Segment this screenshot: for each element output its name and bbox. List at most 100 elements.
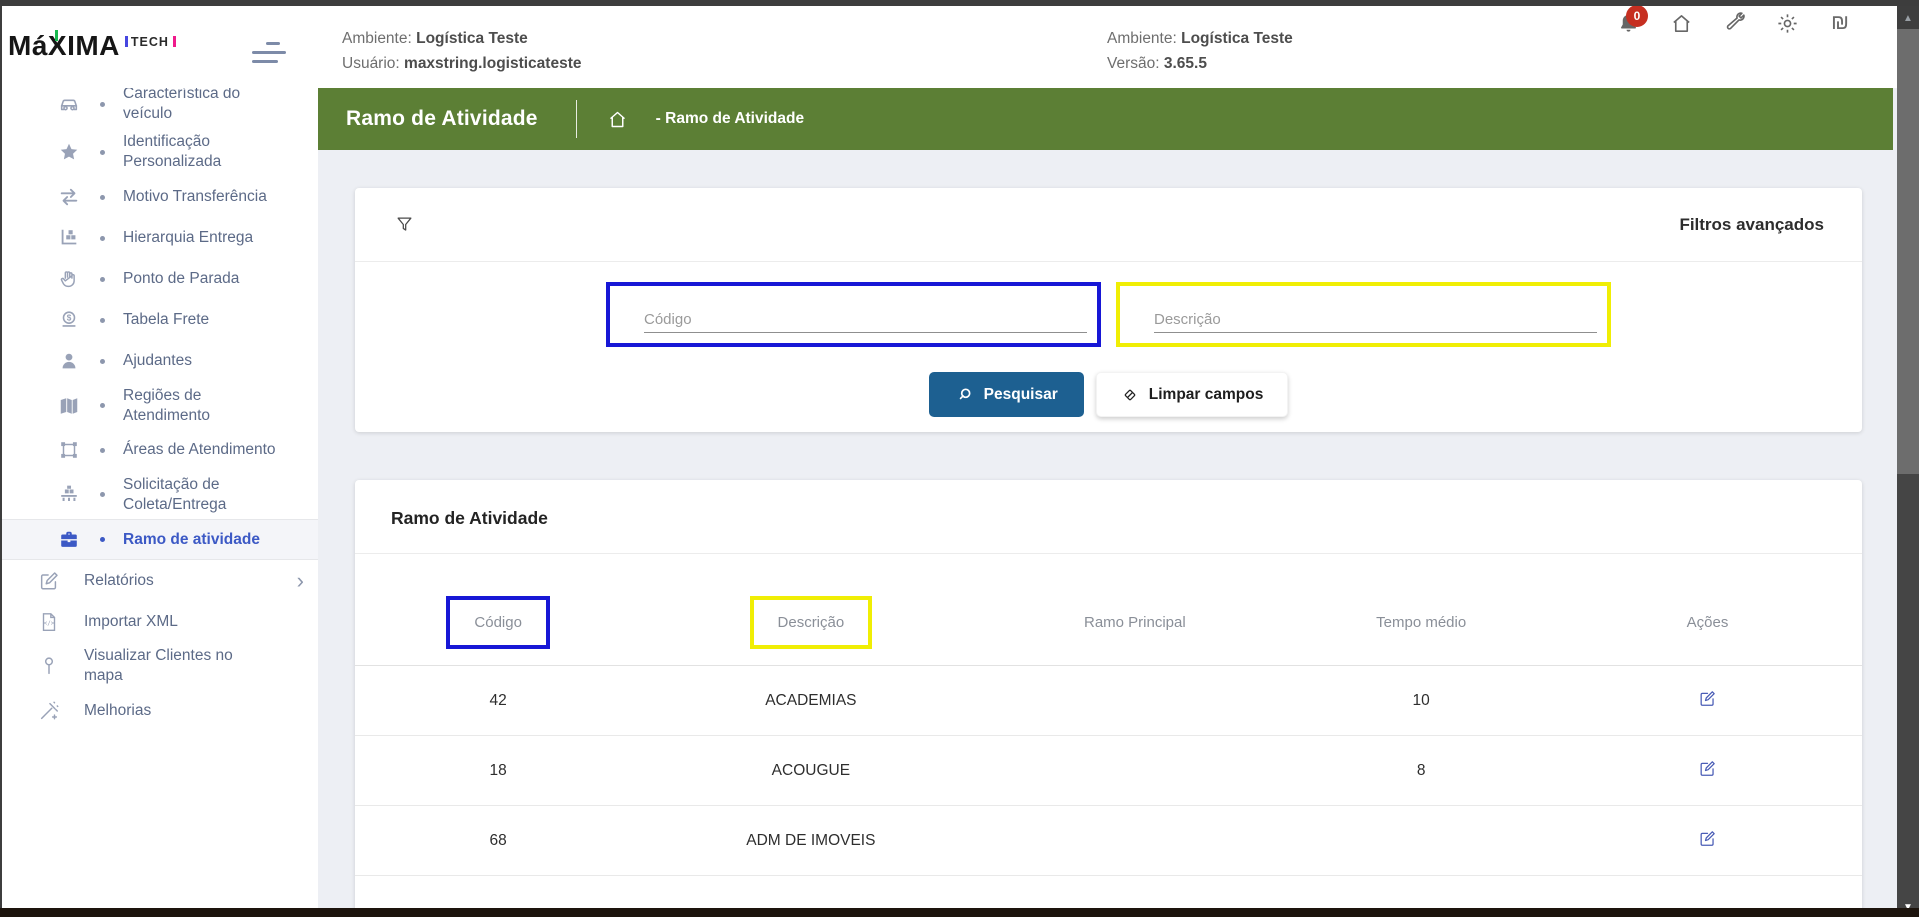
- star-icon: [58, 140, 82, 164]
- filter-funnel-icon[interactable]: [395, 215, 414, 234]
- gear-icon[interactable]: [1774, 10, 1800, 36]
- vertical-scrollbar[interactable]: ▲ ▼: [1897, 6, 1919, 917]
- breadcrumb: - Ramo de Atividade: [655, 110, 805, 127]
- scroll-down-arrow[interactable]: ▼: [1897, 902, 1919, 913]
- results-panel: Ramo de Atividade Código Descrição Ramo …: [355, 480, 1862, 914]
- search-icon: [959, 388, 971, 400]
- column-header-ramo-principal: Ramo Principal: [1083, 614, 1186, 631]
- table-row: 18 ACOUGUE 8: [355, 736, 1862, 806]
- table-title: Ramo de Atividade: [355, 480, 1862, 554]
- table-header-row: Código Descrição Ramo Principal Tempo mé…: [355, 554, 1862, 666]
- left-edge-strip: [0, 0, 2, 917]
- xml-file-icon: </>: [38, 610, 62, 634]
- sidebar-item-importar-xml[interactable]: </> Importar XML: [2, 601, 318, 642]
- bullet-dot: [100, 403, 105, 409]
- sidebar-item-label: Característica do veículo: [123, 88, 241, 123]
- sidebar-item-hierarquia-entrega[interactable]: Hierarquia Entrega: [2, 218, 318, 259]
- pesquisar-button[interactable]: Pesquisar: [928, 372, 1084, 417]
- versao-value: 3.65.5: [1163, 55, 1207, 72]
- brand-suffix: TECH: [120, 35, 176, 49]
- menu-toggle-icon[interactable]: [252, 42, 286, 69]
- car-icon: [58, 92, 82, 116]
- column-header-acoes: Ações: [1686, 614, 1729, 631]
- area-icon: [58, 438, 82, 462]
- bullet-dot: [100, 194, 105, 200]
- sidebar-item-ajudantes[interactable]: Ajudantes: [2, 341, 318, 382]
- sidebar-item-label: Ponto de Parada: [123, 269, 240, 287]
- edit-icon[interactable]: [1698, 829, 1717, 848]
- sidebar-item-ramo-de-atividade[interactable]: Ramo de atividade: [2, 519, 318, 561]
- breadcrumb-home-icon[interactable]: [607, 109, 628, 130]
- edit-icon[interactable]: [1698, 759, 1717, 778]
- magic-wand-icon: [38, 699, 62, 723]
- sidebar-item-label: Relatórios: [84, 571, 154, 589]
- notifications-bell-icon[interactable]: 0: [1615, 5, 1648, 36]
- cell-acoes: [1553, 829, 1862, 853]
- column-header-descricao: Descrição: [641, 596, 980, 649]
- sidebar-item-visualizar-clientes-no-mapa[interactable]: Visualizar Clientes no mapa: [2, 642, 318, 690]
- cell-tempo-medio: 8: [1416, 761, 1426, 779]
- sidebar-nav: Característica do veículo Identificação …: [2, 88, 318, 731]
- scroll-up-arrow[interactable]: ▲: [1897, 6, 1919, 30]
- bottom-edge-strip: [0, 908, 1919, 917]
- codigo-field-highlight: [606, 282, 1101, 347]
- sidebar: Característica do veículo Identificação …: [2, 88, 318, 908]
- sidebar-item-solicitacao-de-coleta-entrega[interactable]: Solicitação de Coleta/Entrega: [2, 471, 318, 519]
- sidebar-item-areas-de-atendimento[interactable]: Áreas de Atendimento: [2, 430, 318, 471]
- column-header-codigo: Código: [355, 596, 641, 649]
- ambiente-value: Logística Teste: [416, 30, 528, 47]
- svg-text:$: $: [67, 314, 72, 323]
- descricao-field-highlight: [1116, 282, 1611, 347]
- cell-descricao: ACOUGUE: [771, 761, 851, 779]
- sidebar-item-melhorias[interactable]: Melhorias: [2, 690, 318, 731]
- brand-name: MáXIMA: [8, 30, 120, 61]
- truck-icon: [58, 483, 82, 507]
- sidebar-item-relatorios[interactable]: Relatórios ›: [2, 560, 318, 601]
- bullet-dot: [100, 149, 105, 155]
- limpar-campos-button[interactable]: Limpar campos: [1095, 372, 1289, 417]
- cell-tempo-medio: 10: [1412, 691, 1430, 709]
- eraser-icon: [1124, 389, 1136, 400]
- codigo-input[interactable]: [644, 307, 1087, 333]
- bullet-dot: [100, 101, 105, 107]
- environment-version-info: Ambiente: Logística Teste Versão: 3.65.5: [1107, 26, 1293, 76]
- sidebar-item-ponto-de-parada[interactable]: Ponto de Parada: [2, 259, 318, 300]
- page-header-bar: Ramo de Atividade - Ramo de Atividade: [318, 88, 1893, 150]
- scrollbar-thumb[interactable]: [1897, 29, 1919, 474]
- descricao-column-highlight: Descrição: [749, 596, 873, 649]
- edit-icon[interactable]: [1698, 689, 1717, 708]
- sidebar-item-identificacao-personalizada[interactable]: Identificação Personalizada: [2, 128, 318, 176]
- cell-acoes: [1553, 759, 1862, 783]
- sidebar-item-motivo-transferencia[interactable]: Motivo Transferência: [2, 177, 318, 218]
- sidebar-item-tabela-frete[interactable]: $ Tabela Frete: [2, 300, 318, 341]
- codigo-column-highlight: Código: [446, 596, 550, 649]
- report-icon: [38, 569, 62, 593]
- delivery-hierarchy-icon: [58, 226, 82, 250]
- bullet-dot: [100, 235, 105, 241]
- divider: [575, 100, 577, 138]
- sidebar-item-label: Melhorias: [84, 701, 152, 719]
- transfer-arrows-icon: [58, 185, 82, 209]
- bullet-dot: [100, 537, 105, 543]
- filters-panel: Filtros avançados Pesquisar Limpar campo…: [355, 188, 1862, 432]
- sidebar-item-label: Tabela Frete: [123, 310, 210, 328]
- sidebar-item-label: Ramo de atividade: [123, 530, 260, 548]
- bullet-dot: [100, 276, 105, 282]
- sidebar-item-caracteristica-do-veiculo[interactable]: Característica do veículo: [2, 88, 318, 128]
- sidebar-item-label: Áreas de Atendimento: [123, 441, 276, 459]
- shekel-icon[interactable]: ₪: [1831, 11, 1849, 34]
- wrench-icon[interactable]: [1721, 10, 1747, 36]
- main-content: Ramo de Atividade - Ramo de Atividade Fi…: [318, 88, 1893, 917]
- sidebar-item-regioes-de-atendimento[interactable]: Regiões de Atendimento: [2, 382, 318, 430]
- filters-title: Filtros avançados: [1679, 214, 1824, 234]
- home-icon[interactable]: [1668, 10, 1694, 36]
- top-edge-strip: [0, 0, 1919, 6]
- sidebar-item-label: Hierarquia Entrega: [123, 228, 254, 246]
- ambiente-label: Ambiente:: [342, 30, 412, 47]
- descricao-input[interactable]: [1154, 307, 1597, 333]
- ambiente-label: Ambiente:: [1107, 30, 1177, 47]
- cell-descricao: ACADEMIAS: [765, 691, 857, 709]
- environment-user-info: Ambiente: Logística Teste Usuário: maxst…: [342, 26, 581, 76]
- sidebar-item-label: Motivo Transferência: [123, 187, 267, 205]
- bullet-dot: [100, 358, 105, 364]
